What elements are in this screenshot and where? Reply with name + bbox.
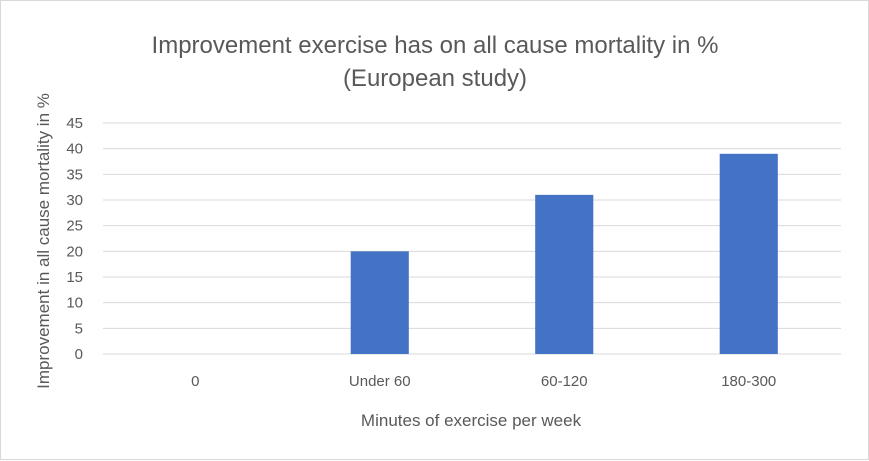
gridlines xyxy=(103,122,841,355)
x-tick-label: 0 xyxy=(191,373,199,390)
y-axis-ticks: 0 5 10 15 20 25 30 35 40 45 xyxy=(66,115,83,363)
y-tick-label: 30 xyxy=(66,192,83,209)
y-tick-label: 0 xyxy=(75,346,83,363)
bar-under-60 xyxy=(350,251,409,354)
chart-title: Improvement exercise has on all cause mo… xyxy=(152,32,719,59)
y-tick-label: 5 xyxy=(75,320,83,337)
y-tick-label: 15 xyxy=(66,269,83,286)
x-tick-label: Under 60 xyxy=(349,373,411,390)
chart-subtitle: (European study) xyxy=(343,65,527,92)
y-tick-label: 20 xyxy=(66,243,83,260)
y-tick-label: 10 xyxy=(66,295,83,312)
bars xyxy=(350,153,778,354)
x-tick-label: 60-120 xyxy=(541,373,588,390)
bar-60-120 xyxy=(535,194,594,354)
bar-180-300 xyxy=(719,153,778,354)
y-axis-title: Improvement in all cause mortality in % xyxy=(34,93,53,389)
x-axis-title: Minutes of exercise per week xyxy=(361,411,582,430)
x-axis-ticks: 0 Under 60 60-120 180-300 xyxy=(191,373,776,390)
y-tick-label: 25 xyxy=(66,218,83,235)
y-tick-label: 45 xyxy=(66,115,83,132)
y-tick-label: 40 xyxy=(66,141,83,158)
x-tick-label: 180-300 xyxy=(721,373,776,390)
y-tick-label: 35 xyxy=(66,166,83,183)
